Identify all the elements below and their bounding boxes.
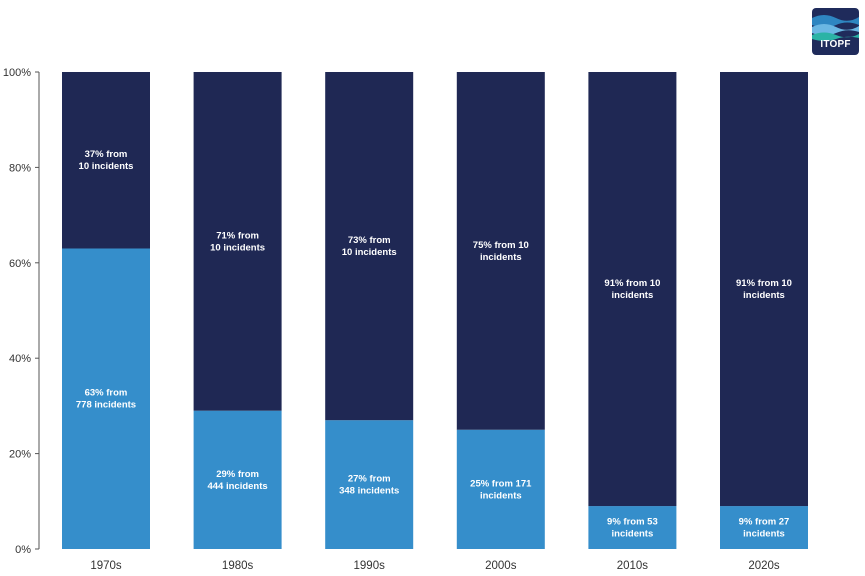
data-label: incidents: [480, 490, 522, 501]
y-tick-label: 40%: [9, 353, 31, 365]
bar-segment-bottom: [588, 506, 677, 549]
data-label: 348 incidents: [339, 486, 399, 497]
x-tick-label: 1970s: [90, 560, 122, 572]
data-label: 29% from: [216, 469, 259, 480]
bar-segment-top: [62, 72, 150, 249]
data-label: 9% from 27: [739, 517, 790, 528]
x-tick-label: 2020s: [748, 560, 780, 572]
data-label: 444 incidents: [207, 481, 267, 492]
data-label: 91% from 10: [604, 278, 660, 289]
y-tick-label: 60%: [9, 258, 31, 270]
bar-segment-top: [325, 72, 414, 421]
data-label: incidents: [480, 252, 522, 263]
bar-segment-top: [588, 72, 677, 507]
data-label: 63% from: [85, 388, 128, 399]
axes: 0% 20% 40% 60% 80% 100%: [3, 67, 40, 556]
bar-segment-bottom: [720, 506, 808, 549]
data-label: 10 incidents: [210, 242, 265, 253]
bar-segment-bottom: [325, 420, 414, 549]
bar-segment-top: [720, 72, 808, 507]
bars: [62, 72, 808, 550]
data-label: 778 incidents: [76, 400, 136, 411]
data-label: 25% from 171: [470, 478, 532, 489]
bar-segment-bottom: [62, 248, 150, 550]
data-label: incidents: [743, 290, 785, 301]
bar-segment-bottom: [193, 410, 282, 549]
data-label: 75% from 10: [473, 240, 529, 251]
x-tick-label: 1980s: [222, 560, 254, 572]
x-tick-label: 1990s: [354, 560, 386, 572]
y-tick-label: 20%: [9, 449, 31, 461]
data-label: incidents: [612, 290, 654, 301]
data-label: 10 incidents: [79, 161, 134, 172]
data-label: 27% from: [348, 474, 391, 485]
data-label: 91% from 10: [736, 278, 792, 289]
data-label: 9% from 53: [607, 517, 658, 528]
y-tick-label: 100%: [3, 67, 31, 79]
logo-text: ITOPF: [820, 39, 851, 50]
data-label: incidents: [743, 529, 785, 540]
y-tick-label: 80%: [9, 162, 31, 174]
data-label: 71% from: [216, 230, 259, 241]
data-label: 37% from: [85, 149, 128, 160]
data-label: 73% from: [348, 235, 391, 246]
wave-icon: [812, 15, 859, 41]
bar-segment-top: [456, 72, 545, 430]
y-tick-label: 0%: [15, 544, 31, 556]
itopf-logo: ITOPF: [812, 8, 859, 55]
x-tick-label: 2000s: [485, 560, 517, 572]
bar-segment-bottom: [456, 429, 545, 549]
bar-segment-top: [193, 72, 282, 411]
data-label: incidents: [612, 529, 654, 540]
x-tick-label: 2010s: [617, 560, 649, 572]
data-label: 10 incidents: [342, 247, 397, 258]
